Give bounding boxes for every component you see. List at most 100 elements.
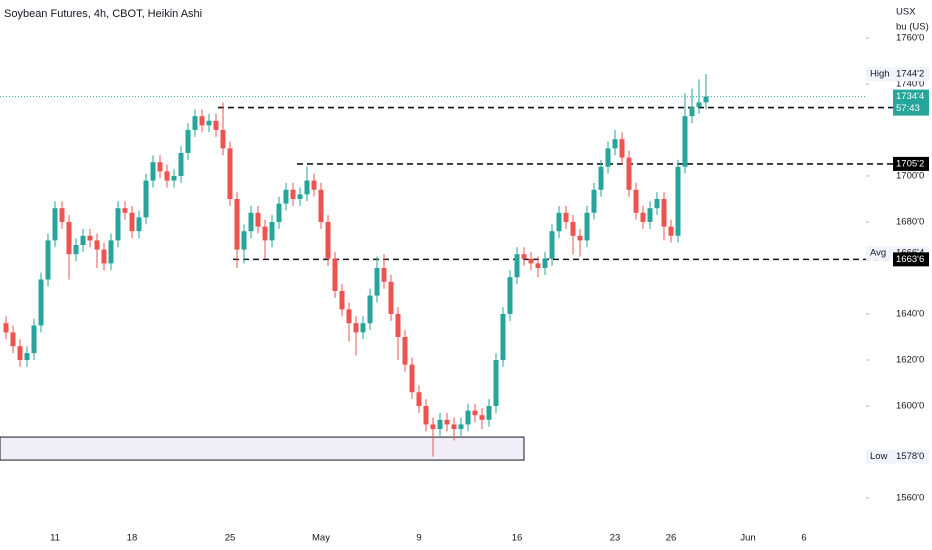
candle-body (241, 231, 247, 250)
candle-body (661, 198, 667, 227)
candle-body (696, 102, 702, 107)
candle-body (423, 406, 429, 425)
unit: bu (US) (896, 22, 929, 33)
stat-value: 1578'0 (896, 451, 924, 462)
candle-body (318, 189, 324, 222)
candle-body (689, 106, 695, 117)
candle-body (255, 212, 261, 227)
candle-body (206, 120, 212, 126)
candle-body (598, 166, 604, 190)
x-tick-label: 25 (225, 533, 236, 544)
x-tick-label: 9 (416, 533, 421, 544)
candle-body (633, 189, 639, 213)
candle-body (122, 208, 128, 213)
x-tick-label: May (312, 533, 330, 544)
candle-body (528, 258, 534, 264)
candle-body (409, 364, 415, 393)
y-tick-label: 1740'0 (896, 78, 924, 89)
candle-body (591, 189, 597, 213)
candle-body (59, 208, 65, 222)
candle-body (507, 277, 513, 314)
candle-body (486, 406, 492, 420)
candle-body (360, 323, 366, 333)
candle-body (675, 166, 681, 236)
candle-body (605, 148, 611, 167)
y-tick-label: 1600'0 (896, 401, 924, 412)
candle-body (150, 162, 156, 181)
candle-body (185, 129, 191, 153)
candle-body (353, 323, 359, 333)
level-badge (893, 156, 929, 171)
candle-body (577, 235, 583, 241)
stat-badge (866, 67, 929, 82)
level-badge-label: 1705'2 (896, 158, 924, 169)
candle-body (619, 139, 625, 158)
countdown: 57:43 (896, 103, 920, 114)
x-tick-label: 26 (666, 533, 677, 544)
candle-body (101, 249, 107, 264)
chart-title: Soybean Futures, 4h, CBOT, Heikin Ashi (4, 8, 202, 20)
candle-body (31, 325, 37, 354)
x-tick-label: 18 (127, 533, 138, 544)
candle-body (213, 120, 219, 130)
candle-body (38, 279, 44, 326)
candle-body (234, 198, 240, 250)
candle-body (430, 424, 436, 430)
candle-body (178, 152, 184, 176)
last-price-badge (893, 89, 929, 116)
y-tick-label: 1760'0 (896, 32, 924, 43)
candle-body (346, 309, 352, 324)
candle-body (304, 180, 310, 195)
candle-body (514, 254, 520, 278)
candle-body (157, 162, 163, 172)
candle-body (584, 212, 590, 241)
candle-body (654, 198, 660, 209)
candle-body (276, 203, 282, 222)
candle-body (395, 313, 401, 338)
y-tick-label: 1700'0 (896, 170, 924, 181)
candle-body (115, 208, 121, 241)
candle-body (269, 221, 275, 241)
candle-body (465, 410, 471, 425)
candle-body (479, 415, 485, 420)
last-price-label: 1734'4 (896, 91, 924, 102)
candle-body (367, 295, 373, 324)
candle-body (283, 189, 289, 204)
candle-body (10, 332, 16, 347)
stat-name: Low (870, 451, 888, 462)
candle-body (45, 240, 51, 280)
candle-body (24, 353, 30, 361)
candle-body (73, 244, 79, 255)
stat-badge (866, 449, 929, 464)
candle-body (52, 208, 58, 241)
x-tick-label: 23 (610, 533, 621, 544)
candle-body (549, 231, 555, 259)
candle-body (108, 240, 114, 264)
y-tick-label: 1640'0 (896, 309, 924, 320)
stat-value: 1744'2 (896, 69, 924, 80)
candle-body (563, 212, 569, 222)
candle-body (381, 267, 387, 282)
stat-name: Avg (870, 248, 886, 259)
candle-body (227, 148, 233, 199)
level-badge-label: 1663'6 (896, 254, 924, 265)
candle-body (199, 116, 205, 126)
y-tick-label: 1680'0 (896, 216, 924, 227)
candle-body (374, 267, 380, 296)
candle-body (703, 96, 709, 103)
candle-body (80, 235, 86, 245)
candle-body (570, 221, 576, 236)
candle-body (94, 240, 100, 250)
candle-body (402, 337, 408, 365)
candle-body (220, 129, 226, 149)
level-badge (893, 252, 929, 267)
candle-body (332, 258, 338, 291)
stat-name: High (870, 69, 890, 80)
candle-body (493, 360, 499, 407)
candle-body (339, 290, 345, 310)
candle-body (542, 258, 548, 268)
candle-body (325, 221, 331, 259)
x-tick-label: 6 (801, 533, 806, 544)
